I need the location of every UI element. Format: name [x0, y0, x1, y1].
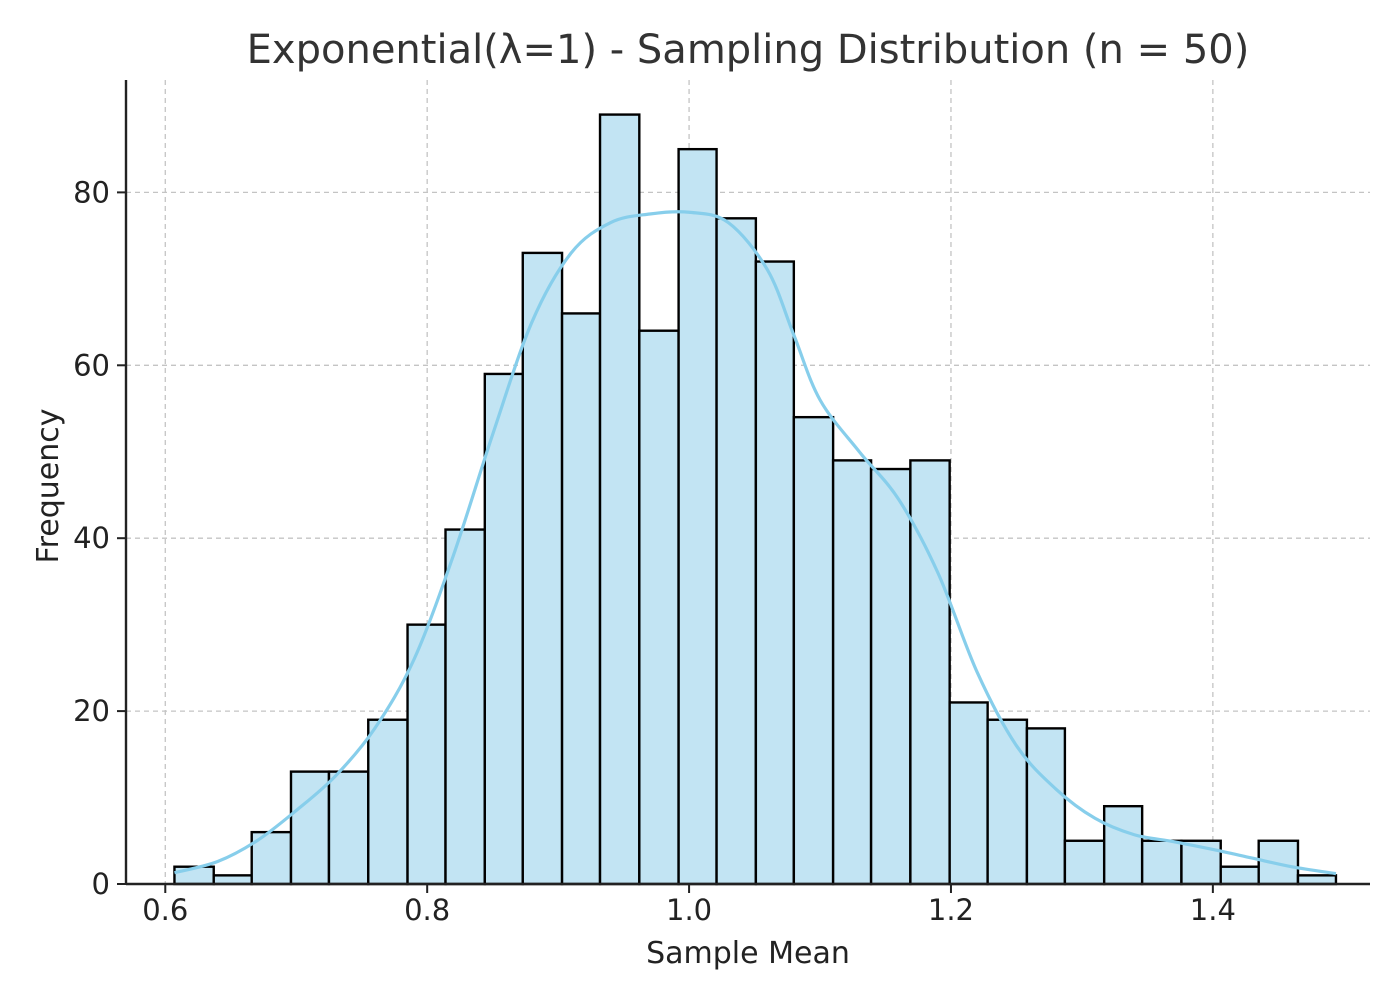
histogram-bar	[1025, 727, 1067, 886]
y-tick-label: 0	[92, 867, 110, 901]
histogram-bar	[444, 528, 486, 886]
bar-layer	[173, 113, 1338, 886]
histogram-bar	[1296, 874, 1338, 886]
kde-curve	[174, 210, 1337, 876]
histogram-bar	[521, 251, 564, 886]
chart-title: Exponential(λ=1) - Sampling Distribution…	[247, 27, 1250, 73]
y-tick-label: 20	[73, 694, 110, 728]
histogram-bar	[483, 372, 524, 886]
histogram-bar	[831, 459, 873, 886]
y-tick-label: 60	[73, 348, 110, 382]
histogram-bar	[1140, 839, 1183, 886]
histogram-bar	[638, 329, 680, 886]
histogram-bar	[677, 147, 718, 886]
x-tick-label: 1.2	[928, 893, 974, 927]
histogram-bar	[212, 874, 253, 886]
histogram-bar	[560, 312, 602, 886]
histogram-bar	[754, 260, 796, 886]
histogram-bar	[327, 770, 370, 886]
x-tick-label: 1.0	[666, 893, 712, 927]
x-tick-label: 1.4	[1190, 893, 1236, 927]
histogram-bar	[367, 718, 409, 886]
y-tick-label: 40	[73, 521, 110, 555]
histogram-bar	[1219, 865, 1260, 886]
axis-layer	[124, 80, 1370, 886]
x-tick-label: 0.8	[404, 893, 450, 927]
histogram-bar	[1063, 839, 1106, 886]
tick-layer: 0.6 0.8 1.0 1.2 1.4 0 20 40 60 80	[73, 175, 1236, 927]
histogram-bar	[598, 113, 641, 886]
kde-layer	[174, 210, 1337, 876]
histogram-bar	[948, 701, 989, 886]
histogram-bar	[869, 467, 912, 886]
histogram-bar	[715, 217, 758, 886]
y-tick-label: 80	[73, 175, 110, 209]
histogram-bar	[909, 459, 951, 886]
histogram-bar	[1102, 804, 1144, 886]
histogram-bar	[1180, 839, 1222, 886]
y-axis-label: Frequency	[31, 409, 66, 564]
x-tick-label: 0.6	[142, 893, 188, 927]
histogram-bar	[986, 718, 1029, 886]
x-axis-label: Sample Mean	[646, 936, 850, 971]
histogram-bar	[792, 415, 835, 886]
